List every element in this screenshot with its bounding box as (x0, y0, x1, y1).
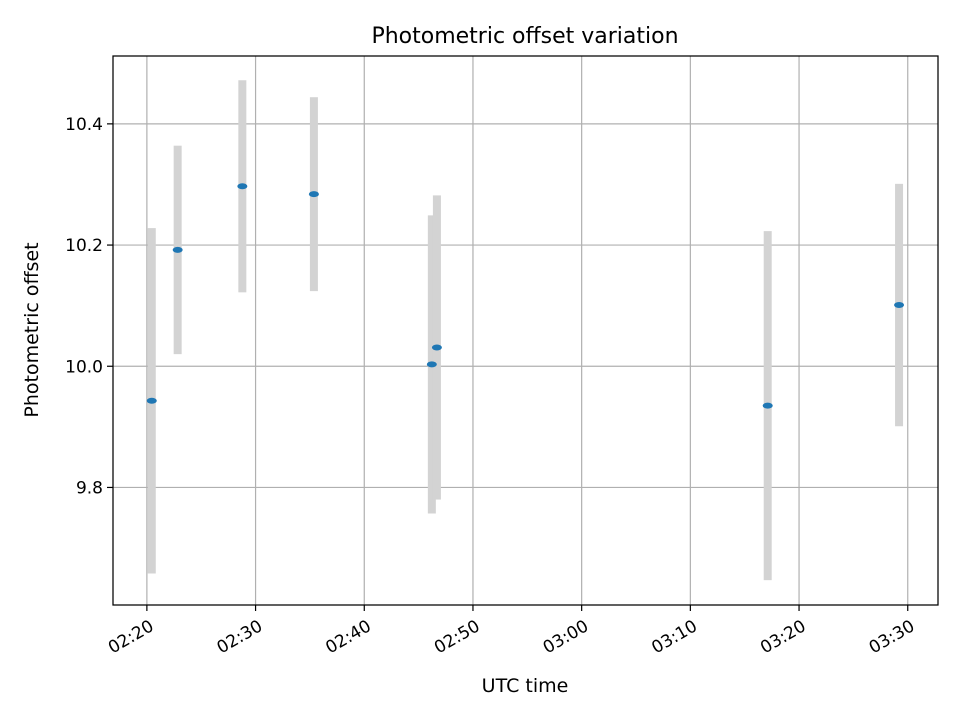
x-tick-label: 03:10 (648, 616, 700, 658)
x-axis-ticks: 02:20 02:30 02:40 02:50 03:00 03:10 03:20 03:30 (105, 605, 918, 658)
y-axis-ticks: 9.8 10.0 10.2 10.4 (65, 115, 113, 498)
data-point (237, 183, 248, 190)
plot-frame (112, 55, 939, 606)
error-bars (147, 80, 904, 581)
data-point (146, 397, 157, 404)
y-tick-label: 9.8 (76, 478, 103, 498)
data-point (431, 344, 442, 351)
x-tick-label: 02:50 (431, 616, 483, 658)
data-point (762, 402, 773, 409)
x-tick-label: 03:30 (866, 616, 918, 658)
y-axis-label: Photometric offset (21, 242, 43, 417)
y-tick-label: 10.2 (65, 236, 103, 256)
x-tick-label: 02:20 (105, 616, 157, 658)
x-axis-label: UTC time (482, 675, 569, 697)
data-point (426, 361, 437, 368)
chart-title: Photometric offset variation (371, 24, 678, 49)
data-point (172, 246, 183, 253)
x-tick-label: 03:00 (540, 616, 592, 658)
data-point (308, 191, 319, 198)
grid-lines (113, 56, 938, 605)
x-tick-label: 03:20 (757, 616, 809, 658)
data-point (894, 302, 905, 309)
x-tick-label: 02:30 (214, 616, 266, 658)
y-tick-label: 10.4 (65, 115, 103, 135)
y-tick-label: 10.0 (65, 357, 103, 377)
data-points (146, 183, 905, 409)
x-tick-label: 02:40 (322, 616, 374, 658)
